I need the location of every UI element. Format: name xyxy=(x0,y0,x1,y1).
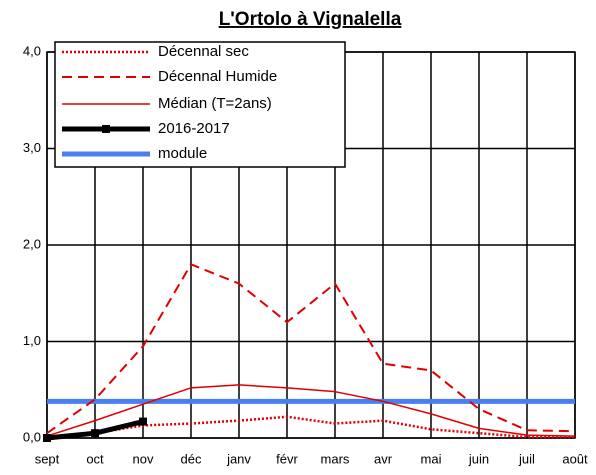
x-tick-label: déc xyxy=(181,451,202,466)
legend-label: Décennal sec xyxy=(158,43,249,60)
x-tick-label: avr xyxy=(374,451,393,466)
y-tick-label: 1,0 xyxy=(23,333,41,348)
series-marker xyxy=(91,429,99,438)
x-tick-label: juil xyxy=(518,451,535,466)
y-tick-label: 2,0 xyxy=(23,236,41,251)
x-tick-label: juin xyxy=(468,451,489,466)
x-tick-label: sept xyxy=(35,451,60,466)
legend-marker xyxy=(102,125,110,133)
x-tick-label: oct xyxy=(86,451,104,466)
legend-label: Décennal Humide xyxy=(158,68,277,85)
x-tick-label: août xyxy=(562,451,588,466)
legend-label: Médian (T=2ans) xyxy=(158,95,272,112)
chart-title: L'Ortolo à Vignalella xyxy=(219,9,402,30)
x-tick-label: févr xyxy=(276,451,298,466)
y-tick-label: 3,0 xyxy=(23,140,41,155)
legend-label: 2016-2017 xyxy=(158,120,230,137)
series-marker xyxy=(43,434,51,442)
series-line xyxy=(46,415,575,440)
y-tick-label: 4,0 xyxy=(23,43,41,58)
x-tick-label: mai xyxy=(421,451,442,466)
x-tick-label: mars xyxy=(321,451,350,466)
legend-label: module xyxy=(158,145,207,162)
series-marker xyxy=(139,417,147,426)
x-tick-label: janv xyxy=(226,451,251,466)
series-line xyxy=(46,384,576,437)
series-line xyxy=(46,263,576,434)
x-tick-label: nov xyxy=(133,451,154,466)
y-tick-label: 0,0 xyxy=(23,429,41,444)
